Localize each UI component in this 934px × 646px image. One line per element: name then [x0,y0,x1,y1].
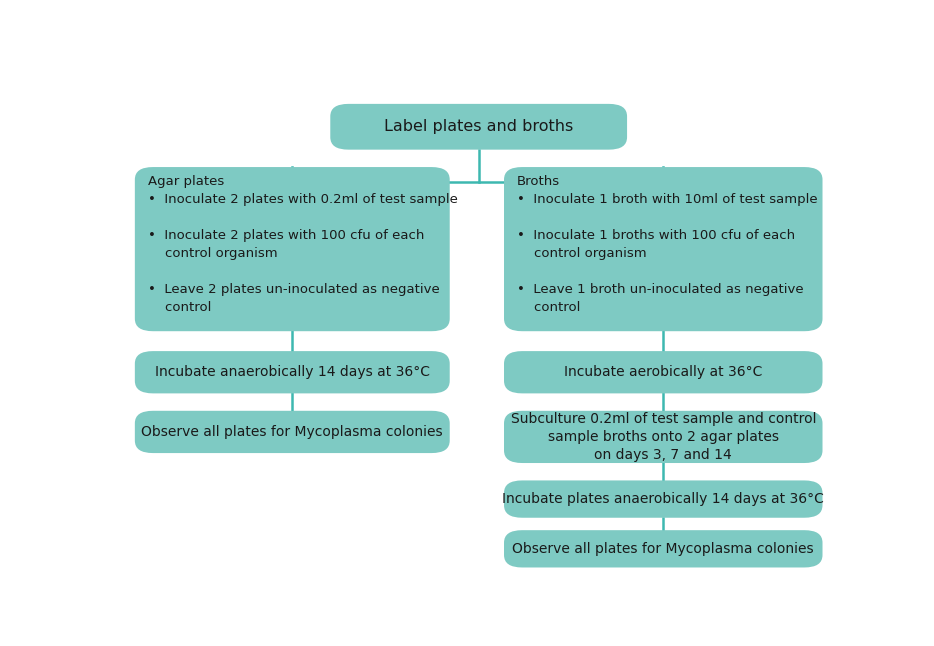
FancyBboxPatch shape [504,351,823,393]
Text: Observe all plates for Mycoplasma colonies: Observe all plates for Mycoplasma coloni… [513,542,814,556]
Text: Label plates and broths: Label plates and broths [384,120,573,134]
Text: Agar plates
•  Inoculate 2 plates with 0.2ml of test sample

•  Inoculate 2 plat: Agar plates • Inoculate 2 plates with 0.… [148,175,458,314]
Text: Incubate anaerobically 14 days at 36°C: Incubate anaerobically 14 days at 36°C [155,365,430,379]
FancyBboxPatch shape [504,530,823,567]
Text: Observe all plates for Mycoplasma colonies: Observe all plates for Mycoplasma coloni… [141,425,443,439]
FancyBboxPatch shape [504,167,823,331]
FancyBboxPatch shape [331,104,627,150]
FancyBboxPatch shape [134,351,450,393]
Text: Incubate aerobically at 36°C: Incubate aerobically at 36°C [564,365,762,379]
FancyBboxPatch shape [504,481,823,517]
Text: Broths
•  Inoculate 1 broth with 10ml of test sample

•  Inoculate 1 broths with: Broths • Inoculate 1 broth with 10ml of … [517,175,817,314]
Text: Subculture 0.2ml of test sample and control
sample broths onto 2 agar plates
on : Subculture 0.2ml of test sample and cont… [511,412,816,463]
FancyBboxPatch shape [134,411,450,453]
FancyBboxPatch shape [134,167,450,331]
FancyBboxPatch shape [504,411,823,463]
Text: Incubate plates anaerobically 14 days at 36°C: Incubate plates anaerobically 14 days at… [502,492,824,506]
